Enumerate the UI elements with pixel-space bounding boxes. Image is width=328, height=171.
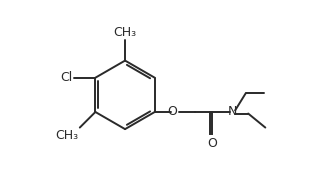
- Text: CH₃: CH₃: [55, 129, 78, 142]
- Text: O: O: [167, 106, 177, 119]
- Text: Cl: Cl: [60, 71, 72, 84]
- Text: N: N: [228, 106, 237, 119]
- Text: O: O: [207, 137, 217, 150]
- Text: CH₃: CH₃: [113, 26, 137, 39]
